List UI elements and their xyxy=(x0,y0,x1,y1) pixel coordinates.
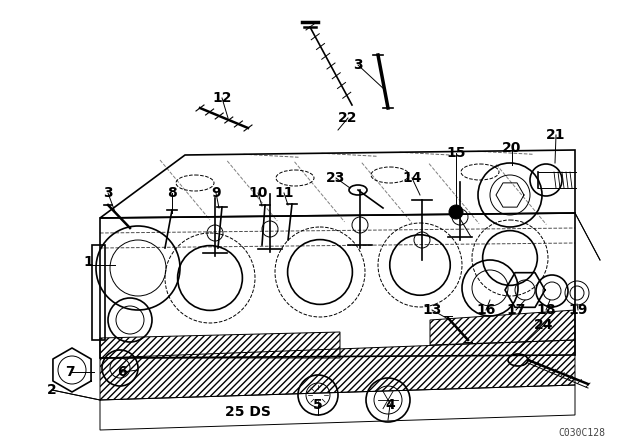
Text: 19: 19 xyxy=(568,303,588,317)
Text: 18: 18 xyxy=(536,303,556,317)
Text: 3: 3 xyxy=(103,186,113,200)
Text: 6: 6 xyxy=(117,365,127,379)
Text: 5: 5 xyxy=(313,398,323,412)
Text: 21: 21 xyxy=(547,128,566,142)
Text: 20: 20 xyxy=(502,141,522,155)
Text: 9: 9 xyxy=(211,186,221,200)
Text: 11: 11 xyxy=(275,186,294,200)
Text: 23: 23 xyxy=(326,171,346,185)
Text: C030C128: C030C128 xyxy=(558,428,605,438)
Text: 2: 2 xyxy=(47,383,57,397)
Text: 22: 22 xyxy=(339,111,358,125)
Text: 15: 15 xyxy=(446,146,466,160)
Text: 13: 13 xyxy=(422,303,442,317)
Text: 1: 1 xyxy=(83,255,93,269)
Text: 14: 14 xyxy=(403,171,422,185)
Text: 25 DS: 25 DS xyxy=(225,405,271,419)
Text: 4: 4 xyxy=(385,398,395,412)
Text: 8: 8 xyxy=(167,186,177,200)
Text: 12: 12 xyxy=(212,91,232,105)
Text: 7: 7 xyxy=(65,365,75,379)
Text: 3: 3 xyxy=(353,58,363,72)
Text: 10: 10 xyxy=(248,186,268,200)
Circle shape xyxy=(449,205,463,219)
Text: 24: 24 xyxy=(534,318,554,332)
Text: 17: 17 xyxy=(506,303,525,317)
Text: 16: 16 xyxy=(476,303,496,317)
